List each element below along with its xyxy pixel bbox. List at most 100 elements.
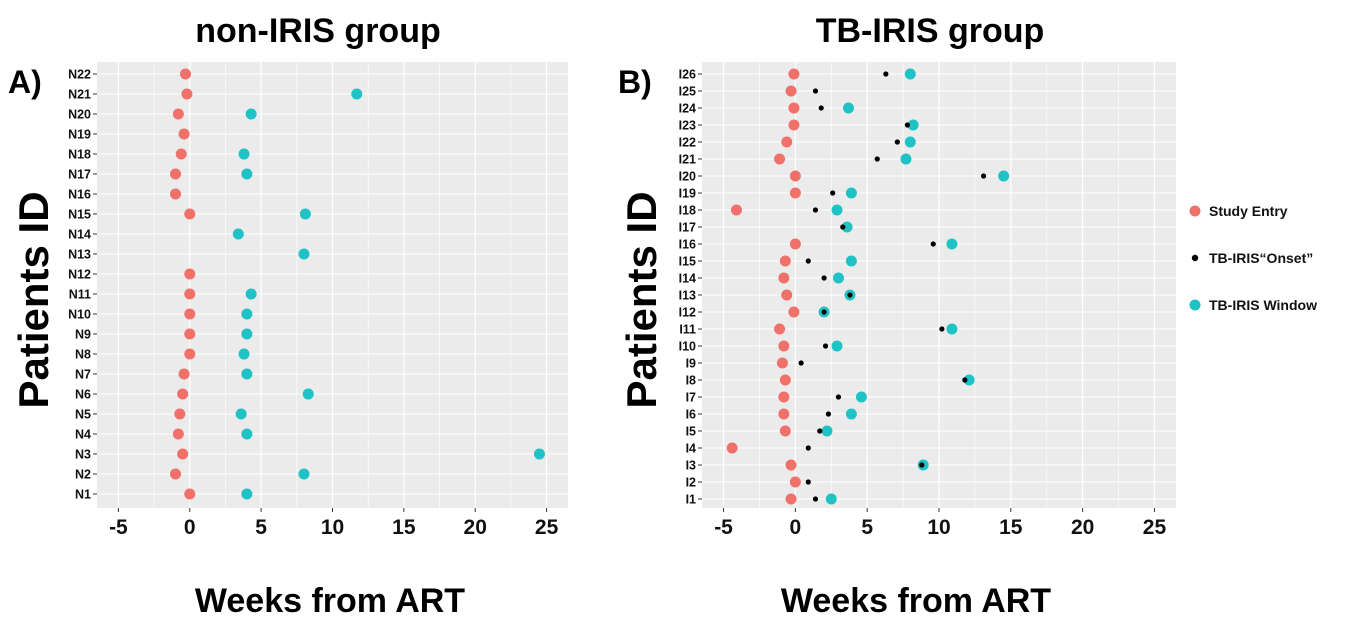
panel-a-y-tick-label: N12 <box>68 268 91 282</box>
panel-a-y-tick-label: N1 <box>75 488 91 502</box>
panel-b-point-tb-iris-window <box>831 340 843 352</box>
panel-b-point-tb-iris-onset <box>830 190 836 196</box>
panel-a-y-tick-label: N11 <box>69 288 91 302</box>
panel-a-y-tick-label: N6 <box>75 388 91 402</box>
panel-a-y-tick-label: N10 <box>68 308 91 322</box>
panel-b-y-tick-label: I18 <box>679 204 696 218</box>
panel-b-point-tb-iris-onset <box>894 139 900 145</box>
panel-b-x-tick-label: 25 <box>1143 516 1167 539</box>
panel-b-point-tb-iris-onset <box>840 224 846 230</box>
panel-a-y-tick-label: N19 <box>68 128 91 142</box>
panel-a-point-tb-iris-window <box>351 88 363 100</box>
panel-b-point-tb-iris-onset <box>939 326 945 332</box>
panel-b-point-tb-iris-window <box>831 204 843 216</box>
legend-study-entry-key <box>1189 205 1201 217</box>
panel-b-point-tb-iris-window <box>907 119 919 131</box>
panel-b-point-study-entry <box>778 340 790 352</box>
panel-b-point-study-entry <box>774 323 786 335</box>
panel-b-point-tb-iris-window <box>845 408 857 420</box>
panel-a-point-tb-iris-window <box>241 328 253 340</box>
panel-b-point-study-entry <box>789 170 801 182</box>
panel-b-point-tb-iris-window <box>904 136 916 148</box>
panel-b-point-study-entry <box>779 425 791 437</box>
panel-b-point-study-entry <box>778 272 790 284</box>
panel-b-point-study-entry <box>774 153 786 165</box>
panel-b-point-tb-iris-onset <box>812 207 819 213</box>
panel-b-point-study-entry <box>778 391 790 403</box>
panel-b-y-tick-label: I5 <box>686 425 696 439</box>
panel-a-point-tb-iris-window <box>238 348 250 360</box>
panel-a-point-study-entry <box>172 108 184 120</box>
panel-b-y-tick-label: I22 <box>679 136 696 150</box>
panel-b-point-study-entry <box>779 255 791 267</box>
panel-b-point-study-entry <box>779 374 791 386</box>
panel-b-x-tick-label: -5 <box>714 516 733 539</box>
panel-b-point-study-entry <box>789 238 801 250</box>
panel-b-y-tick-label: I1 <box>686 493 696 507</box>
panel-a-point-study-entry <box>172 428 184 440</box>
panel-b-point-tb-iris-window <box>845 255 857 267</box>
panel-a-y-tick-label: N4 <box>75 428 91 442</box>
panel-a-x-tick-label: 20 <box>464 516 487 539</box>
panel-a-x-tick-label: 5 <box>255 516 267 539</box>
panel-b-y-tick-label: I3 <box>686 459 696 473</box>
panel-b-ylabel: Patients ID <box>618 191 665 408</box>
panel-b-point-study-entry <box>778 408 790 420</box>
panel-a-ylabel: Patients ID <box>10 191 57 408</box>
panel-a-point-study-entry <box>184 348 196 360</box>
panel-a-point-study-entry <box>170 168 181 180</box>
panel-b-y-tick-label: I12 <box>679 306 696 320</box>
panel-b-point-tb-iris-window <box>845 187 857 199</box>
panel-a-point-tb-iris-window <box>241 488 253 500</box>
panel-b-point-tb-iris-onset <box>835 394 842 400</box>
panel-a-xlabel: Weeks from ART <box>195 582 465 620</box>
panel-b-point-tb-iris-onset <box>805 445 811 451</box>
panel-a-y-tick-label: N7 <box>75 368 91 382</box>
panel-b-point-tb-iris-onset <box>822 343 829 349</box>
panel-a-point-study-entry <box>184 328 196 340</box>
panel-a-point-study-entry <box>178 128 190 140</box>
panel-b-y-tick-label: I23 <box>679 119 696 133</box>
panel-b-y-tick-label: I26 <box>679 68 696 82</box>
panel-b-y-tick-label: I4 <box>686 442 696 456</box>
panel-a-point-study-entry <box>184 268 196 280</box>
panel-b-point-tb-iris-onset <box>821 309 827 315</box>
panel-b-point-tb-iris-window <box>900 153 912 165</box>
panel-b-y-tick-label: I11 <box>679 323 696 337</box>
panel-b-point-tb-iris-onset <box>919 462 925 468</box>
panel-a-point-tb-iris-window <box>235 408 247 420</box>
panel-b-x-tick-label: 20 <box>1071 516 1094 539</box>
legend-study-entry-label: Study Entry <box>1209 203 1288 219</box>
panel-b-point-tb-iris-onset <box>812 496 819 502</box>
panel-b-point-tb-iris-onset <box>825 411 832 417</box>
panel-a-point-tb-iris-window <box>241 428 253 440</box>
panel-b-point-study-entry <box>788 306 800 318</box>
panel-b-y-tick-label: I10 <box>679 340 696 354</box>
panel-b-y-tick-label: I20 <box>679 170 696 184</box>
panel-b-point-tb-iris-onset <box>818 105 824 111</box>
panel-b-point-tb-iris-window <box>963 374 975 386</box>
panel-a-label: A) <box>8 64 42 100</box>
panel-b-point-tb-iris-onset <box>847 292 853 298</box>
panel-b-y-tick-label: I16 <box>679 238 696 252</box>
panel-a-point-study-entry <box>177 448 189 460</box>
panel-b-xlabel: Weeks from ART <box>781 582 1051 620</box>
panel-b-y-tick-label: I13 <box>679 289 696 303</box>
panel-a-point-study-entry <box>184 208 196 220</box>
panel-a-y-tick-label: N2 <box>75 468 91 482</box>
panel-b-label: B) <box>618 64 652 100</box>
panel-a-point-study-entry <box>184 288 196 300</box>
panel-a-x-tick-label: 25 <box>535 516 559 539</box>
panel-a-y-tick-label: N22 <box>68 68 91 82</box>
panel-b-x-tick-label: 10 <box>927 516 950 539</box>
panel-a-point-study-entry <box>178 368 190 380</box>
panel-a-y-tick-label: N13 <box>68 248 91 262</box>
panel-a-point-tb-iris-window <box>298 248 310 260</box>
panel-a-y-tick-label: N9 <box>75 328 91 342</box>
panel-b-point-study-entry <box>785 493 797 505</box>
panel-b-y-tick-label: I9 <box>686 357 696 371</box>
panel-a-point-tb-iris-window <box>245 288 257 300</box>
panel-b-y-tick-label: I8 <box>686 374 696 388</box>
panel-a-point-study-entry <box>179 68 191 80</box>
panel-b-point-tb-iris-onset <box>904 122 911 128</box>
